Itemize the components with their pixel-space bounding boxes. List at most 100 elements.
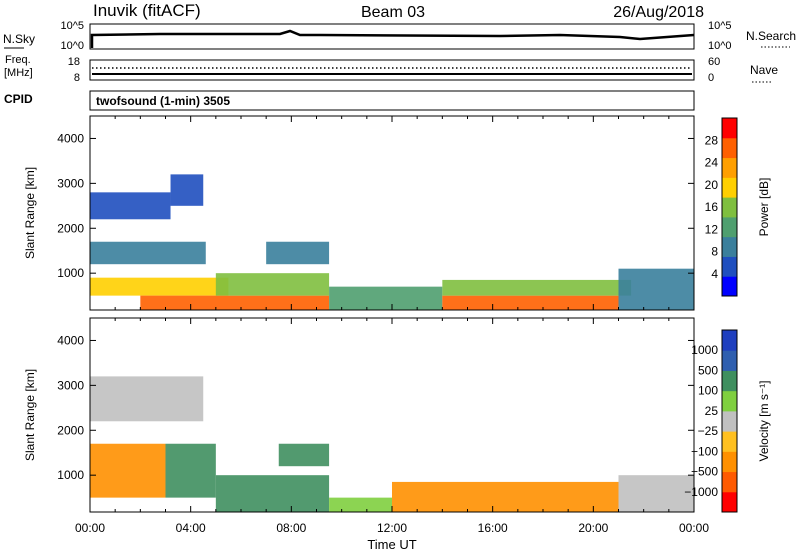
colorbar-tick-label: 4 — [711, 267, 718, 281]
colorbar-swatch — [722, 390, 737, 412]
colorbar-tick-label: 24 — [705, 156, 719, 170]
colorbar-swatch — [722, 177, 737, 198]
colorbar-tick-label: 1000 — [691, 343, 718, 357]
freq-tick-top: 18 — [68, 56, 80, 68]
colorbar-tick-label: 12 — [705, 222, 719, 236]
y-tick-label: 4000 — [57, 131, 84, 145]
echo-region-6 — [392, 481, 619, 512]
echo-region-6 — [266, 241, 330, 265]
echo-region-8 — [442, 295, 619, 310]
x-tick-label: 00:00 — [679, 521, 709, 535]
nsky-tick-bottom: 10^0 — [60, 40, 84, 52]
echo-region-9 — [442, 279, 632, 296]
colorbar-tick-label: −500 — [691, 465, 718, 479]
x-tick-label: 16:00 — [478, 521, 508, 535]
beam-title: Beam 03 — [361, 4, 425, 21]
nsky-trace — [90, 29, 695, 48]
echo-region-3 — [90, 277, 229, 296]
freq-unit: [MHz] — [4, 67, 33, 79]
colorbar-frame — [721, 329, 738, 513]
station-title: Inuvik (fitACF) — [93, 1, 201, 20]
nsky-tick-top: 10^5 — [60, 20, 84, 32]
nave-label: Nave — [750, 63, 778, 77]
echo-region-0 — [90, 192, 171, 220]
colorbar-tick-label: −100 — [691, 444, 718, 458]
colorbar-tick-label: 28 — [705, 133, 719, 147]
colorbar-swatch — [722, 157, 737, 178]
colorbar-swatch — [722, 491, 737, 513]
y-tick-label: 2000 — [57, 221, 84, 235]
y-tick-label: 2000 — [57, 423, 84, 437]
colorbar-tick-label: −25 — [698, 424, 719, 438]
colorbar-swatch — [722, 276, 737, 297]
x-axis-label: Time UT — [367, 537, 416, 552]
y-tick-label: 1000 — [57, 468, 84, 482]
echo-region-7 — [618, 475, 694, 512]
echo-region-0 — [90, 376, 204, 422]
echo-region-7 — [329, 286, 443, 310]
y-axis-label: Slant Range [km] — [23, 167, 37, 259]
colorbar-tick-label: 25 — [705, 404, 719, 418]
echo-region-4 — [140, 295, 330, 310]
freq-label: Freq. — [5, 54, 31, 66]
colorbar-tick-label: 16 — [705, 200, 719, 214]
echo-region-10 — [618, 268, 694, 310]
x-tick-label: 08:00 — [276, 521, 306, 535]
colorbar-swatch — [722, 216, 737, 238]
power-panel: 4000 3000 2000 1000 Slant Range [km] — [23, 115, 695, 311]
colorbar-swatch — [722, 236, 737, 257]
colorbar-swatch — [722, 471, 737, 493]
colorbar-tick-label: 8 — [711, 245, 718, 259]
freq-tick-bottom: 8 — [74, 72, 80, 84]
cpid-value: twofsound (1-min) 3505 — [96, 94, 230, 108]
colorbar-tick-label: −1000 — [684, 485, 718, 499]
cpid-label: CPID — [4, 92, 33, 106]
x-tick-label: 20:00 — [578, 521, 608, 535]
echo-region-4 — [278, 443, 330, 467]
nsky-strip-frame — [89, 23, 695, 50]
colorbar-swatch — [722, 137, 737, 159]
colorbar-tick-label: 500 — [698, 363, 718, 377]
velocity-colorbar: 1000 500 100 25 −25 −100 −500 −1000 Velocity [m … — [684, 329, 771, 513]
date-title: 26/Aug/2018 — [613, 4, 704, 21]
nsearch-label: N.Search — [746, 29, 796, 43]
echo-region-1 — [90, 443, 166, 498]
x-tick-label: 12:00 — [377, 521, 407, 535]
colorbar-swatch — [722, 350, 737, 371]
velocity-panel: 4000 3000 2000 1000 Slant Range [km] 00:00 04:… — [23, 317, 709, 552]
y-tick-label: 4000 — [57, 333, 84, 347]
colorbar-tick-label: 100 — [698, 384, 718, 398]
y-tick-label: 3000 — [57, 176, 84, 190]
colorbar-swatch — [722, 118, 737, 139]
colorbar-label: Velocity [m s⁻¹] — [757, 380, 771, 461]
colorbar-swatch — [722, 410, 737, 432]
x-tick-label: 00:00 — [75, 521, 105, 535]
nsky-label: N.Sky — [3, 32, 35, 46]
freq-strip-frame — [89, 59, 695, 81]
nave-tick-top: 60 — [708, 56, 720, 68]
y-tick-label: 3000 — [57, 378, 84, 392]
colorbar-swatch — [722, 370, 737, 392]
echo-region-1 — [90, 241, 206, 265]
colorbar-label: Power [dB] — [757, 178, 771, 237]
colorbar-swatch — [722, 330, 737, 351]
x-tick-label: 04:00 — [176, 521, 206, 535]
echo-region-2 — [165, 443, 216, 498]
power-colorbar: 28 24 20 16 12 8 4 Power [dB] — [705, 117, 771, 297]
nave-tick-bottom: 0 — [708, 72, 714, 84]
colorbar-swatch — [722, 197, 737, 218]
nsearch-tick-bottom: 10^0 — [708, 40, 732, 52]
cpid-frame — [89, 90, 695, 111]
echo-region-5 — [329, 497, 392, 512]
colorbar-swatch — [722, 431, 737, 452]
echo-region-3 — [215, 475, 330, 512]
echo-region-5 — [215, 273, 330, 296]
y-axis-label: Slant Range [km] — [23, 369, 37, 461]
echo-region-2 — [170, 174, 204, 206]
colorbar-swatch — [722, 451, 737, 473]
colorbar-frame — [721, 117, 738, 297]
nsearch-tick-top: 10^5 — [708, 20, 732, 32]
colorbar-swatch — [722, 256, 737, 277]
colorbar-tick-label: 20 — [705, 178, 719, 192]
